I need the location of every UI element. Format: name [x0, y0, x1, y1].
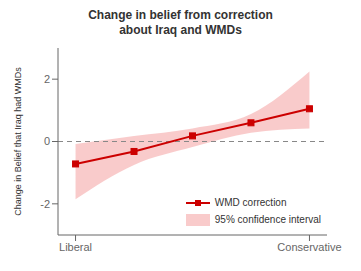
html-text:95% confidence interval: 95% confidence interval — [214, 214, 321, 225]
svg-text:-2: -2 — [40, 198, 50, 210]
html-text:WMD correction: WMD correction — [214, 197, 287, 208]
svg-text:Liberal: Liberal — [59, 241, 92, 253]
svg-text:Conservative: Conservative — [277, 241, 341, 253]
svg-text:Change in Belief that Iraq had: Change in Belief that Iraq had WMDs — [13, 67, 23, 216]
html-text:Change in belief from correcti: Change in belief from correction about I… — [88, 8, 273, 37]
svg-text:0: 0 — [44, 135, 50, 147]
svg-text:2: 2 — [44, 73, 50, 85]
